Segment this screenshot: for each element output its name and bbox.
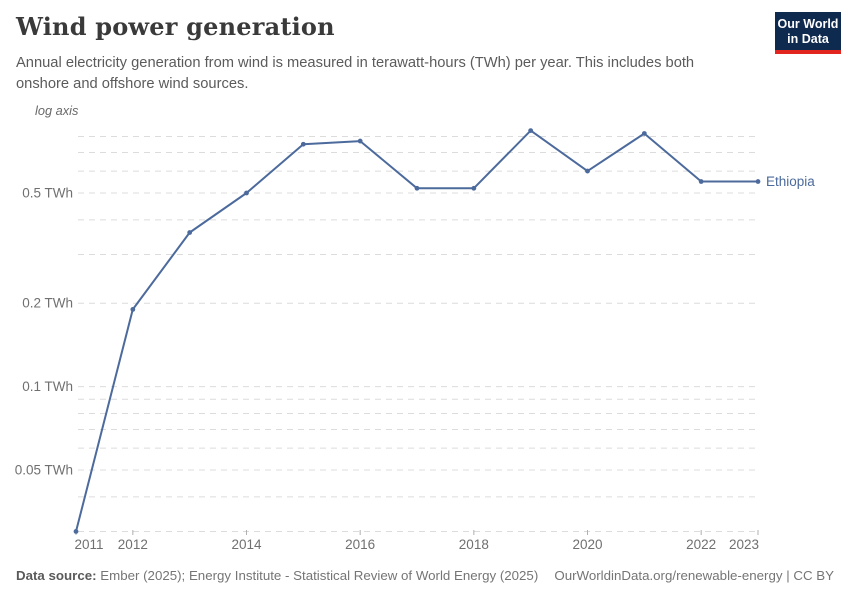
- data-point[interactable]: [130, 306, 136, 312]
- log-axis-note: log axis: [35, 103, 79, 118]
- data-point[interactable]: [414, 185, 420, 191]
- x-axis-label: 2018: [459, 537, 489, 552]
- x-axis-label: 2014: [231, 537, 262, 552]
- page-title: Wind power generation: [16, 12, 335, 41]
- y-axis-label: 0.05 TWh: [15, 463, 73, 478]
- y-axis-label: 0.5 TWh: [22, 186, 73, 201]
- chart-subtitle: Annual electricity generation from wind …: [16, 55, 695, 92]
- series-end-label[interactable]: Ethiopia: [766, 174, 815, 189]
- x-axis-label: 2011: [74, 537, 103, 552]
- y-axis-label: 0.1 TWh: [22, 379, 73, 394]
- data-point[interactable]: [244, 190, 249, 196]
- footer-link[interactable]: OurWorldinData.org/renewable-energy | CC…: [554, 568, 834, 583]
- data-point[interactable]: [357, 138, 363, 144]
- data-point[interactable]: [755, 179, 761, 184]
- data-point[interactable]: [698, 179, 704, 184]
- x-axis-label: 2023: [729, 537, 759, 552]
- data-source-text: Ember (2025); Energy Institute - Statist…: [96, 568, 539, 583]
- data-point[interactable]: [187, 230, 193, 235]
- data-point[interactable]: [641, 131, 647, 136]
- data-source-label: Data source:: [16, 568, 97, 583]
- series-line[interactable]: [75, 129, 759, 533]
- data-source: Data source: Ember (2025); Energy Instit…: [16, 568, 538, 583]
- y-axis-label: 0.2 TWh: [22, 296, 73, 311]
- data-point[interactable]: [300, 141, 306, 147]
- x-axis-label: 2020: [572, 537, 602, 552]
- data-point[interactable]: [73, 529, 79, 534]
- x-axis-label: 2022: [686, 537, 716, 552]
- x-axis-label: 2016: [345, 537, 375, 552]
- data-point[interactable]: [585, 168, 590, 174]
- owid-logo[interactable]: Our World in Data: [775, 12, 841, 54]
- owid-logo-line2: in Data: [787, 32, 829, 46]
- data-point[interactable]: [471, 185, 477, 191]
- data-point[interactable]: [528, 128, 534, 133]
- x-axis-label: 2012: [118, 537, 148, 552]
- owid-logo-line1: Our World: [777, 17, 839, 31]
